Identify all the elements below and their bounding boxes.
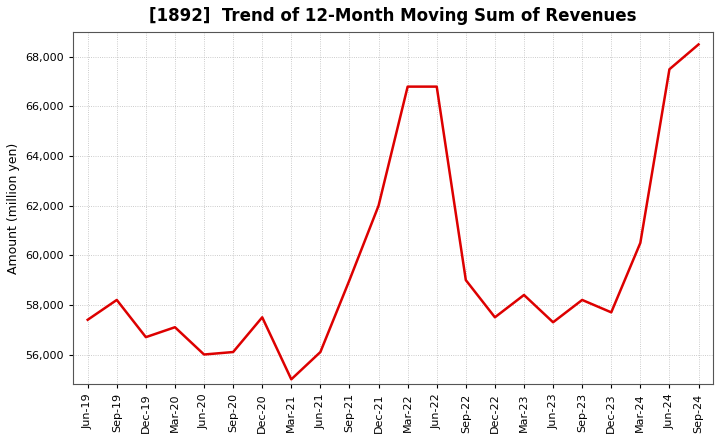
Title: [1892]  Trend of 12-Month Moving Sum of Revenues: [1892] Trend of 12-Month Moving Sum of R… <box>149 7 637 25</box>
Y-axis label: Amount (million yen): Amount (million yen) <box>7 143 20 274</box>
